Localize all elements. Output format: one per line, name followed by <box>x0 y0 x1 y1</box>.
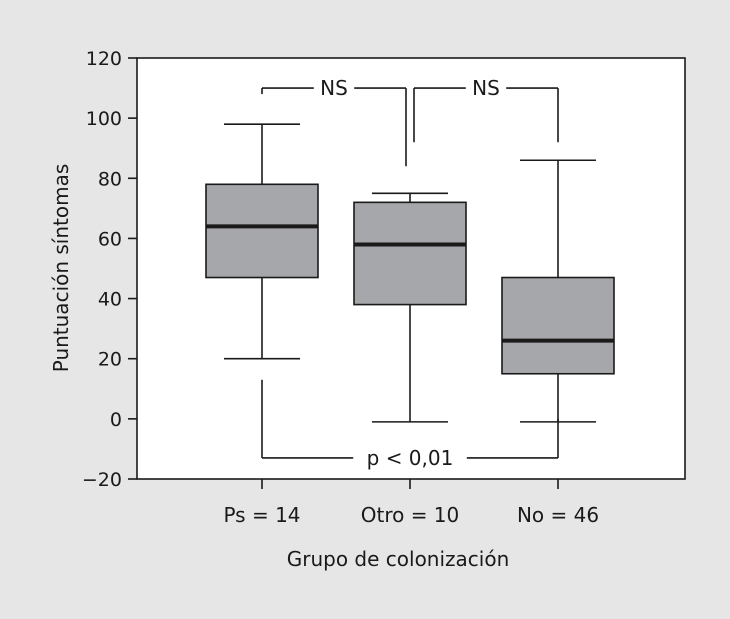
significance-bracket: NS <box>413 76 559 143</box>
y-axis-title: Puntuación síntomas <box>49 164 73 373</box>
box-group <box>353 192 467 423</box>
y-tick-label: 0 <box>110 409 122 431</box>
box <box>353 201 467 306</box>
box <box>205 183 319 279</box>
y-tick-label: 120 <box>86 48 122 70</box>
y-tick-label: −20 <box>82 469 122 491</box>
boxplot-series <box>205 123 615 423</box>
significance-bracket: p < 0,01 <box>261 379 559 470</box>
significance-label: NS <box>472 76 500 100</box>
y-tick-label: 20 <box>98 349 122 371</box>
box <box>501 276 615 375</box>
x-axis-title: Grupo de colonización <box>287 547 510 571</box>
y-axis: −20 0 20 40 60 80 100 120 <box>82 48 137 491</box>
box-group <box>205 123 319 360</box>
y-tick-label: 80 <box>98 168 122 190</box>
x-tick-label: No = 46 <box>517 503 599 527</box>
y-tick-label: 40 <box>98 289 122 311</box>
significance-label: p < 0,01 <box>367 446 454 470</box>
x-axis: Ps = 14 Otro = 10 No = 46 <box>223 479 599 527</box>
y-tick-label: 60 <box>98 228 122 250</box>
x-tick-label: Ps = 14 <box>223 503 300 527</box>
x-tick-label: Otro = 10 <box>361 503 460 527</box>
significance-annotations: NS NS p < 0,01 <box>261 76 559 470</box>
y-tick-label: 100 <box>86 108 122 130</box>
significance-label: NS <box>320 76 348 100</box>
box-group <box>501 159 615 423</box>
significance-bracket: NS <box>261 76 407 167</box>
